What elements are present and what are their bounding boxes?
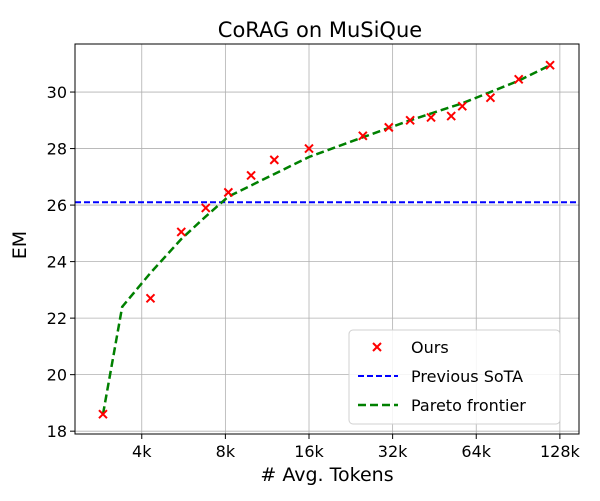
y-tick-label: 30 (47, 83, 67, 102)
ours-point (98, 409, 108, 419)
x-tick-label: 128k (540, 442, 581, 461)
x-tick-label: 4k (132, 442, 152, 461)
legend-ours-marker (372, 342, 382, 352)
y-axis-label: EM (9, 231, 31, 259)
x-marker-stroke (446, 111, 456, 121)
y-tick-label: 26 (47, 196, 67, 215)
x-marker-stroke (372, 342, 382, 352)
ours-point (176, 227, 186, 237)
legend: Ours Previous SoTA Pareto frontier (348, 329, 561, 425)
x-marker-stroke (358, 131, 368, 141)
ours-point (304, 143, 314, 154)
x-axis-label: # Avg. Tokens (260, 464, 393, 486)
x-tick-label: 16k (294, 442, 324, 461)
x-marker-stroke (457, 101, 467, 111)
ours-point (457, 101, 467, 111)
legend-box (348, 329, 561, 425)
x-marker-stroke (405, 115, 415, 126)
ours-point (485, 92, 496, 103)
x-marker-stroke (246, 170, 256, 181)
x-marker-stroke (384, 122, 394, 133)
grid (75, 44, 579, 434)
x-marker-stroke (98, 409, 108, 419)
ours-point (145, 293, 156, 304)
x-axis: 4k 8k 16k 32k 64k 128k (132, 434, 580, 461)
ours-point (426, 112, 436, 123)
y-tick-label: 18 (47, 422, 67, 441)
y-tick-label: 24 (47, 253, 67, 272)
ours-point (405, 115, 415, 126)
x-marker-stroke (145, 293, 156, 304)
pareto-frontier-line (101, 64, 551, 415)
x-tick-label: 8k (216, 442, 236, 461)
x-marker-stroke (514, 74, 524, 85)
legend-label: Pareto frontier (411, 396, 526, 415)
ours-point (446, 111, 456, 121)
ours-point (358, 131, 368, 141)
series-layer (75, 60, 579, 419)
legend-label: Ours (411, 338, 449, 357)
ours-point (223, 187, 234, 198)
y-axis: 18 20 22 24 26 28 30 (47, 83, 75, 441)
plot-frame (74, 43, 580, 435)
ours-point (384, 122, 394, 133)
ours-point (514, 74, 524, 85)
ours-point (545, 60, 555, 70)
x-marker-stroke (176, 227, 186, 237)
ours-point (269, 155, 280, 165)
x-marker-stroke (426, 112, 436, 123)
ours-point (246, 170, 256, 181)
chart-title: CoRAG on MuSiQue (218, 18, 422, 42)
x-marker-stroke (269, 155, 280, 165)
x-marker-stroke (545, 60, 555, 70)
x-tick-label: 64k (461, 442, 491, 461)
y-tick-label: 20 (47, 366, 67, 385)
x-marker-stroke (304, 143, 314, 154)
x-tick-label: 32k (378, 442, 408, 461)
y-tick-label: 28 (47, 140, 67, 159)
ours-point (201, 203, 211, 213)
legend-label: Previous SoTA (411, 367, 523, 386)
x-marker-stroke (223, 187, 234, 198)
x-marker-stroke (201, 203, 211, 213)
y-tick-label: 22 (47, 309, 67, 328)
x-marker-stroke (485, 92, 496, 103)
